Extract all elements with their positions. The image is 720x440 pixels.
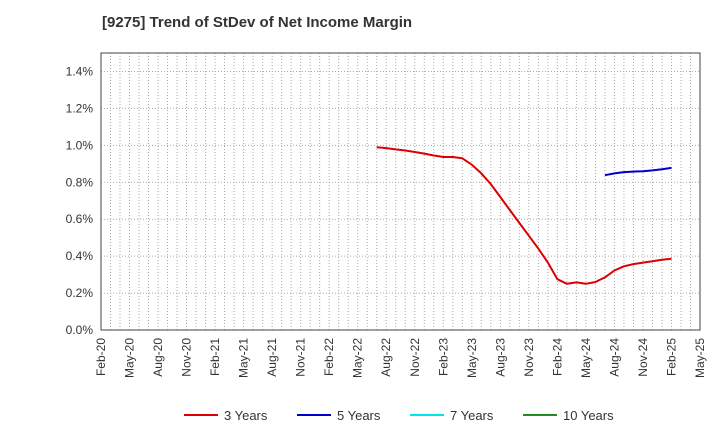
x-tick-label: Feb-20 (94, 338, 108, 376)
x-tick-label: May-25 (693, 338, 707, 378)
plot-area (101, 53, 700, 330)
chart-title: [9275] Trend of StDev of Net Income Marg… (102, 14, 413, 31)
legend-label: 10 Years (563, 408, 614, 423)
x-tick-label: Feb-22 (322, 338, 336, 376)
y-tick-label: 1.0% (66, 138, 94, 152)
x-tick-label: Aug-22 (379, 338, 393, 377)
x-tick-label: May-24 (579, 338, 593, 378)
legend-label: 5 Years (337, 408, 381, 423)
plot-border (100, 52, 701, 331)
y-tick-label: 0.6% (66, 212, 94, 226)
x-tick-label: May-21 (237, 338, 251, 378)
legend-label: 3 Years (224, 408, 268, 423)
y-tick-label: 0.8% (66, 175, 94, 189)
x-tick-label: Feb-25 (664, 338, 678, 376)
series-line-3-years (376, 146, 672, 285)
x-tick-label: Aug-20 (151, 338, 165, 377)
x-tick-label: May-20 (123, 338, 137, 378)
x-tick-label: Nov-20 (180, 338, 194, 377)
x-tick-label: Aug-23 (493, 338, 507, 377)
legend-label: 7 Years (450, 408, 494, 423)
y-tick-label: 0.2% (66, 286, 94, 300)
x-tick-label: May-23 (465, 338, 479, 378)
x-tick-label: Feb-24 (550, 338, 564, 376)
y-tick-label: 0.0% (66, 323, 94, 337)
x-tick-label: Feb-21 (208, 338, 222, 376)
y-tick-label: 1.4% (66, 64, 94, 78)
x-tick-label: Aug-24 (607, 338, 621, 377)
x-tick-label: Nov-24 (636, 338, 650, 377)
x-tick-label: Feb-23 (436, 338, 450, 376)
x-tick-label: Aug-21 (265, 338, 279, 377)
y-tick-label: 0.4% (66, 249, 94, 263)
x-tick-label: May-22 (351, 338, 365, 378)
x-tick-label: Nov-21 (294, 338, 308, 377)
y-tick-label: 1.2% (66, 101, 94, 115)
series-line-5-years (604, 166, 672, 177)
x-tick-label: Nov-22 (408, 338, 422, 377)
x-tick-label: Nov-23 (522, 338, 536, 377)
